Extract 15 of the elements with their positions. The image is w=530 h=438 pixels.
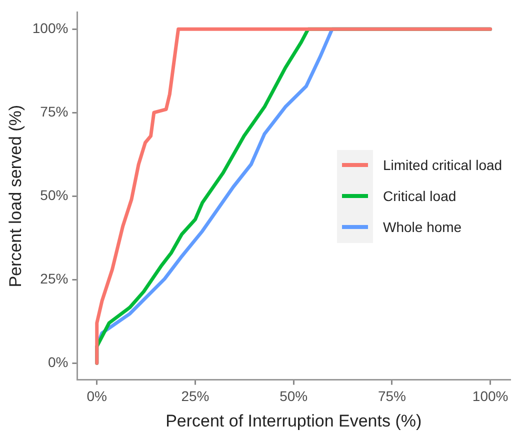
legend-label: Critical load <box>383 188 456 204</box>
y-tick-label: 25% <box>40 270 68 286</box>
y-axis-title: Percent load served (%) <box>6 104 25 288</box>
x-tick-label: 75% <box>378 388 406 404</box>
x-axis-title: Percent of Interruption Events (%) <box>166 411 422 430</box>
x-tick-label: 50% <box>280 388 308 404</box>
y-tick-label: 100% <box>32 20 68 36</box>
y-tick-label: 75% <box>40 103 68 120</box>
x-tick-label: 25% <box>181 388 210 404</box>
legend-label: Limited critical load <box>383 157 502 174</box>
legend-label: Whole home <box>383 219 462 236</box>
x-tick-label: 100% <box>472 388 508 404</box>
x-tick-label: 0% <box>86 388 107 404</box>
y-tick-label: 50% <box>40 186 68 203</box>
y-tick-label: 0% <box>48 354 68 370</box>
